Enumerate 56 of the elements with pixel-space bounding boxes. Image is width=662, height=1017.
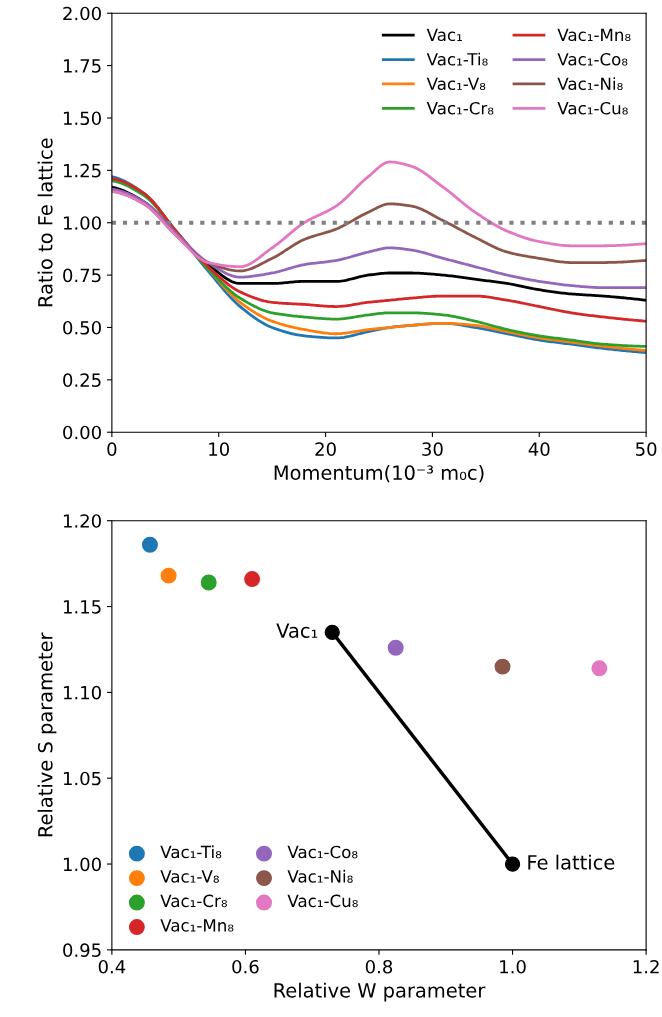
y-tick-label: 2.00 bbox=[63, 6, 101, 21]
x-tick-label: 0 bbox=[107, 442, 117, 456]
y-tick-label: 1.05 bbox=[63, 771, 101, 786]
legend-label: Vac₁-V₈ bbox=[426, 77, 486, 91]
x-tick-label: 50 bbox=[636, 442, 657, 456]
point bbox=[200, 574, 217, 591]
x-tick-label: 40 bbox=[528, 442, 550, 456]
point bbox=[591, 660, 608, 677]
x-tick-label: 1.0 bbox=[500, 959, 526, 974]
x-tick-label: 30 bbox=[422, 442, 443, 456]
x-tick-label: 20 bbox=[315, 442, 336, 456]
y-tick-label: 1.00 bbox=[63, 857, 101, 872]
annotation: Vac₁ bbox=[276, 623, 318, 638]
x-axis-title: Momentum(10⁻³ m₀c) bbox=[274, 465, 484, 483]
y-axis-title: Relative S parameter bbox=[37, 632, 57, 837]
legend-label: Vac₁-Ni₈ bbox=[557, 77, 623, 91]
legend-label: Vac₁-Co₈ bbox=[287, 845, 358, 859]
y-axis-title: Ratio to Fe lattice bbox=[37, 138, 53, 307]
y-tick-label: 0.75 bbox=[63, 268, 101, 283]
y-tick-label: 0.50 bbox=[63, 320, 101, 335]
legend-label: Vac₁-Ti₈ bbox=[160, 845, 222, 859]
legend-label: Vac₁-Cu₈ bbox=[287, 894, 358, 908]
y-tick-label: 1.25 bbox=[63, 163, 101, 178]
x-axis-title: Relative W parameter bbox=[274, 982, 486, 1002]
point bbox=[324, 624, 340, 640]
legend-label: Vac₁-Mn₈ bbox=[557, 28, 631, 42]
legend-label: Vac₁-Cr₈ bbox=[160, 894, 227, 908]
legend-label: Vac₁-Ni₈ bbox=[287, 869, 353, 883]
legend-label: Vac₁-Ti₈ bbox=[426, 52, 488, 66]
x-tick-label: 0.6 bbox=[232, 959, 259, 974]
legend-label: Vac₁-Mn₈ bbox=[160, 919, 234, 932]
y-tick-label: 1.10 bbox=[63, 685, 101, 700]
y-tick-label: 1.00 bbox=[63, 216, 101, 230]
legend-label: Vac₁-Cr₈ bbox=[426, 101, 494, 115]
legend-label: Vac₁-V₈ bbox=[160, 870, 219, 883]
point bbox=[160, 567, 177, 584]
y-tick-label: 1.20 bbox=[63, 514, 101, 528]
point bbox=[387, 639, 404, 656]
y-tick-label: 0.00 bbox=[63, 425, 101, 440]
x-tick-label: 0.4 bbox=[98, 959, 126, 974]
y-tick-label: 1.15 bbox=[63, 600, 101, 614]
annotation: Fe lattice bbox=[528, 854, 615, 870]
point bbox=[504, 856, 521, 872]
y-tick-label: 1.50 bbox=[63, 111, 101, 126]
y-tick-label: 0.95 bbox=[63, 943, 101, 957]
point bbox=[244, 571, 261, 588]
legend-label: Vac₁ bbox=[426, 28, 462, 42]
y-tick-label: 0.25 bbox=[63, 373, 101, 387]
x-tick-label: 1.2 bbox=[633, 959, 659, 974]
y-tick-label: 1.75 bbox=[63, 59, 101, 73]
point bbox=[141, 536, 158, 553]
point bbox=[494, 658, 511, 675]
x-tick-label: 10 bbox=[209, 442, 230, 456]
x-tick-label: 0.8 bbox=[365, 959, 393, 974]
legend-label: Vac₁-Co₈ bbox=[557, 52, 628, 66]
legend-label: Vac₁-Cu₈ bbox=[557, 101, 628, 115]
